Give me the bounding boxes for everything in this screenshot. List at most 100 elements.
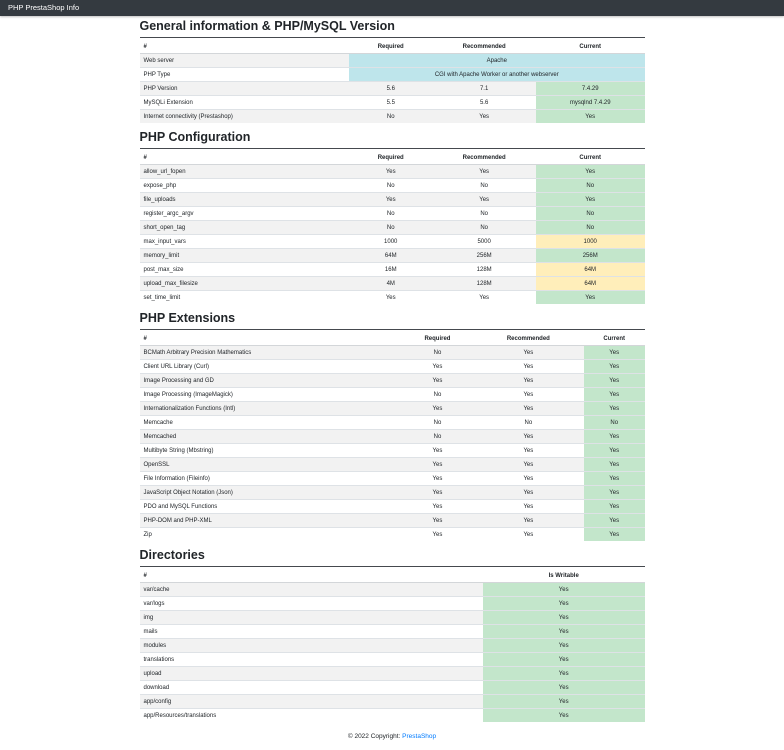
table-row: Internet connectivity (Prestashop) No Yes Y… — [139, 109, 645, 123]
row-label: upload — [139, 666, 483, 681]
prestashop-link[interactable]: PrestaShop — [402, 733, 437, 740]
current-value-cell: Yes — [583, 457, 645, 472]
table-body: var/cache Yes var/logs Yes img Yes mails Yes mod… — [139, 582, 645, 722]
current-value-cell: Yes — [482, 680, 645, 695]
value-cell: No — [432, 206, 536, 221]
table-row: app/config Yes — [139, 694, 645, 709]
info-section: General information & PHP/MySQL Version … — [139, 19, 645, 123]
current-value-cell: Yes — [482, 624, 645, 639]
row-label: app/config — [139, 694, 483, 709]
current-value-cell: Yes — [583, 471, 645, 486]
table-row: BCMath Arbitrary Precision Mathematics No… — [139, 345, 645, 360]
table-row: expose_php No No No — [139, 178, 645, 193]
value-cell: Yes — [402, 527, 473, 541]
table-row: mails Yes — [139, 624, 645, 639]
value-cell: No — [472, 415, 584, 430]
table-body: Web server Apache PHP Type CGI with Apache … — [139, 53, 645, 123]
table-row: var/logs Yes — [139, 596, 645, 611]
table-row: set_time_limit Yes Yes Yes — [139, 290, 645, 304]
value-cell: No — [402, 387, 473, 402]
value-cell: Yes — [432, 109, 536, 123]
info-section: PHP Extensions # Required Recommended Curre… — [139, 311, 645, 541]
php-extensions-table: # Required Recommended Current BCMath Arbit… — [139, 332, 645, 541]
value-cell: Yes — [402, 443, 473, 458]
value-cell: Yes — [402, 485, 473, 500]
row-label: Internet connectivity (Prestashop) — [139, 109, 350, 123]
table-row: max_input_vars 1000 5000 1000 — [139, 234, 645, 249]
table-row: translations Yes — [139, 652, 645, 667]
table-body: BCMath Arbitrary Precision Mathematics No… — [139, 345, 645, 541]
row-label: MySQLi Extension — [139, 95, 350, 110]
table-header-row: # Required Recommended Current — [139, 151, 645, 165]
column-header: Required — [402, 332, 473, 346]
current-value-cell: Yes — [482, 666, 645, 681]
table-row: img Yes — [139, 610, 645, 625]
column-header: # — [139, 40, 350, 54]
current-value-cell: Yes — [482, 708, 645, 722]
table-row: Image Processing (ImageMagick) No Yes Yes — [139, 387, 645, 402]
current-value-cell: Yes — [535, 290, 645, 304]
value-cell: Yes — [472, 499, 584, 514]
value-cell: Yes — [472, 429, 584, 444]
value-cell: Yes — [402, 359, 473, 374]
row-label: PDO and MySQL Functions — [139, 499, 403, 514]
current-value-cell: Yes — [482, 694, 645, 709]
table-row: allow_url_fopen Yes Yes Yes — [139, 164, 645, 179]
value-cell: 16M — [349, 262, 433, 277]
current-value-cell: Yes — [482, 652, 645, 667]
value-cell: Yes — [472, 373, 584, 388]
section-title: PHP Configuration — [139, 130, 645, 149]
table-row: Client URL Library (Curl) Yes Yes Yes — [139, 359, 645, 374]
value-cell: 128M — [432, 276, 536, 291]
value-cell: Yes — [432, 290, 536, 304]
row-label: Web server — [143, 57, 175, 64]
table-body: allow_url_fopen Yes Yes Yes expose_php No No No… — [139, 164, 645, 304]
current-value-cell: No — [535, 178, 645, 193]
row-label: Internationalization Functions (Intl) — [139, 401, 403, 416]
current-value-cell: 64M — [535, 262, 645, 277]
current-value-cell: Yes — [482, 582, 645, 597]
value-cell: No — [402, 429, 473, 444]
table-row: JavaScript Object Notation (Json) Yes Yes Y… — [139, 485, 645, 500]
row-label: PHP Version — [139, 81, 350, 96]
navbar-brand[interactable]: PHP PrestaShop Info — [8, 3, 80, 12]
current-value-cell: 1000 — [535, 234, 645, 249]
value-cell: Yes — [472, 401, 584, 416]
table-row: MySQLi Extension 5.5 5.6 mysqlnd 7.4.29 — [139, 95, 645, 110]
current-value-cell: Yes — [583, 513, 645, 528]
table-row: modules Yes — [139, 638, 645, 653]
row-label: Multibyte String (Mbstring) — [139, 443, 403, 458]
column-header: # — [139, 332, 403, 346]
value-cell: Yes — [472, 387, 584, 402]
current-value-cell: No — [583, 415, 645, 430]
top-navbar: PHP PrestaShop Info — [0, 0, 784, 16]
value-cell: Yes — [472, 443, 584, 458]
value-cell: Yes — [472, 457, 584, 472]
value-cell: Yes — [402, 401, 473, 416]
table-header-row: # Is Writable — [139, 569, 645, 583]
row-label: Memcached — [139, 429, 403, 444]
value-cell: Yes — [402, 471, 473, 486]
table-row: File Information (Fileinfo) Yes Yes Yes — [139, 471, 645, 486]
table-row: upload_max_filesize 4M 128M 64M — [139, 276, 645, 291]
table-row: upload Yes — [139, 666, 645, 681]
current-value-cell: Yes — [535, 164, 645, 179]
value-cell: Yes — [402, 499, 473, 514]
value-cell: No — [349, 109, 433, 123]
column-header: Current — [535, 151, 645, 165]
current-value-cell: CGI with Apache Worker or another webser… — [349, 67, 645, 82]
table-row: app/Resources/translations Yes — [139, 708, 645, 722]
table-row: OpenSSL Yes Yes Yes — [139, 457, 645, 472]
value-cell: No — [402, 415, 473, 430]
value-cell: 7.1 — [432, 81, 536, 96]
value-cell: Yes — [432, 192, 536, 207]
row-label: set_time_limit — [139, 290, 350, 304]
row-label: PHP Type — [139, 67, 350, 82]
row-label: allow_url_fopen — [143, 168, 186, 175]
value-cell: Yes — [472, 471, 584, 486]
section-title: PHP Extensions — [139, 311, 645, 330]
main-content: General information & PHP/MySQL Version … — [139, 19, 645, 741]
column-header: Recommended — [472, 332, 584, 346]
current-value-cell: Yes — [583, 373, 645, 388]
footer: © 2022 Copyright: PrestaShop — [140, 733, 645, 741]
